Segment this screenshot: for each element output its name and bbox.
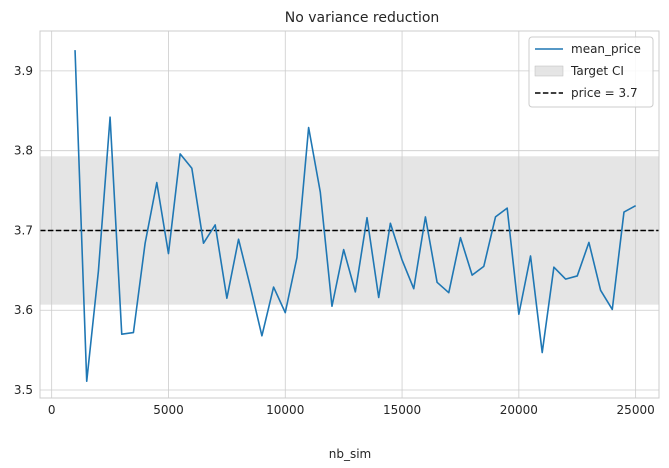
x-tick-label: 5000 [153, 403, 184, 417]
y-tick-label: 3.5 [14, 383, 33, 397]
legend: mean_price Target CI price = 3.7 [528, 36, 654, 108]
series-layer [74, 50, 637, 383]
x-tick-labels: 0 5000 10000 15000 20000 25000 [48, 403, 655, 417]
y-tick-label: 3.9 [14, 64, 33, 78]
x-tick-label: 25000 [617, 403, 655, 417]
series-line-mean-price [74, 50, 637, 383]
x-tick-label: 10000 [266, 403, 304, 417]
x-tick-label: 20000 [500, 403, 538, 417]
y-tick-label: 3.8 [14, 144, 33, 158]
y-tick-labels: 3.5 3.6 3.7 3.8 3.9 [14, 64, 33, 397]
x-tick-label: 15000 [383, 403, 421, 417]
x-tick-label: 0 [48, 403, 56, 417]
x-axis-label: nb_sim [329, 447, 372, 461]
legend-label-target-ci: Target CI [570, 64, 624, 78]
legend-swatch-target-ci [534, 65, 564, 77]
plot-frame [39, 30, 660, 399]
legend-box [528, 36, 654, 108]
legend-label-mean-price: mean_price [571, 42, 641, 56]
y-tick-label: 3.7 [14, 223, 33, 237]
chart-title: No variance reduction [285, 10, 440, 26]
plot-border [39, 30, 660, 399]
y-tick-label: 3.6 [14, 303, 33, 317]
legend-label-price-line: price = 3.7 [571, 86, 638, 100]
